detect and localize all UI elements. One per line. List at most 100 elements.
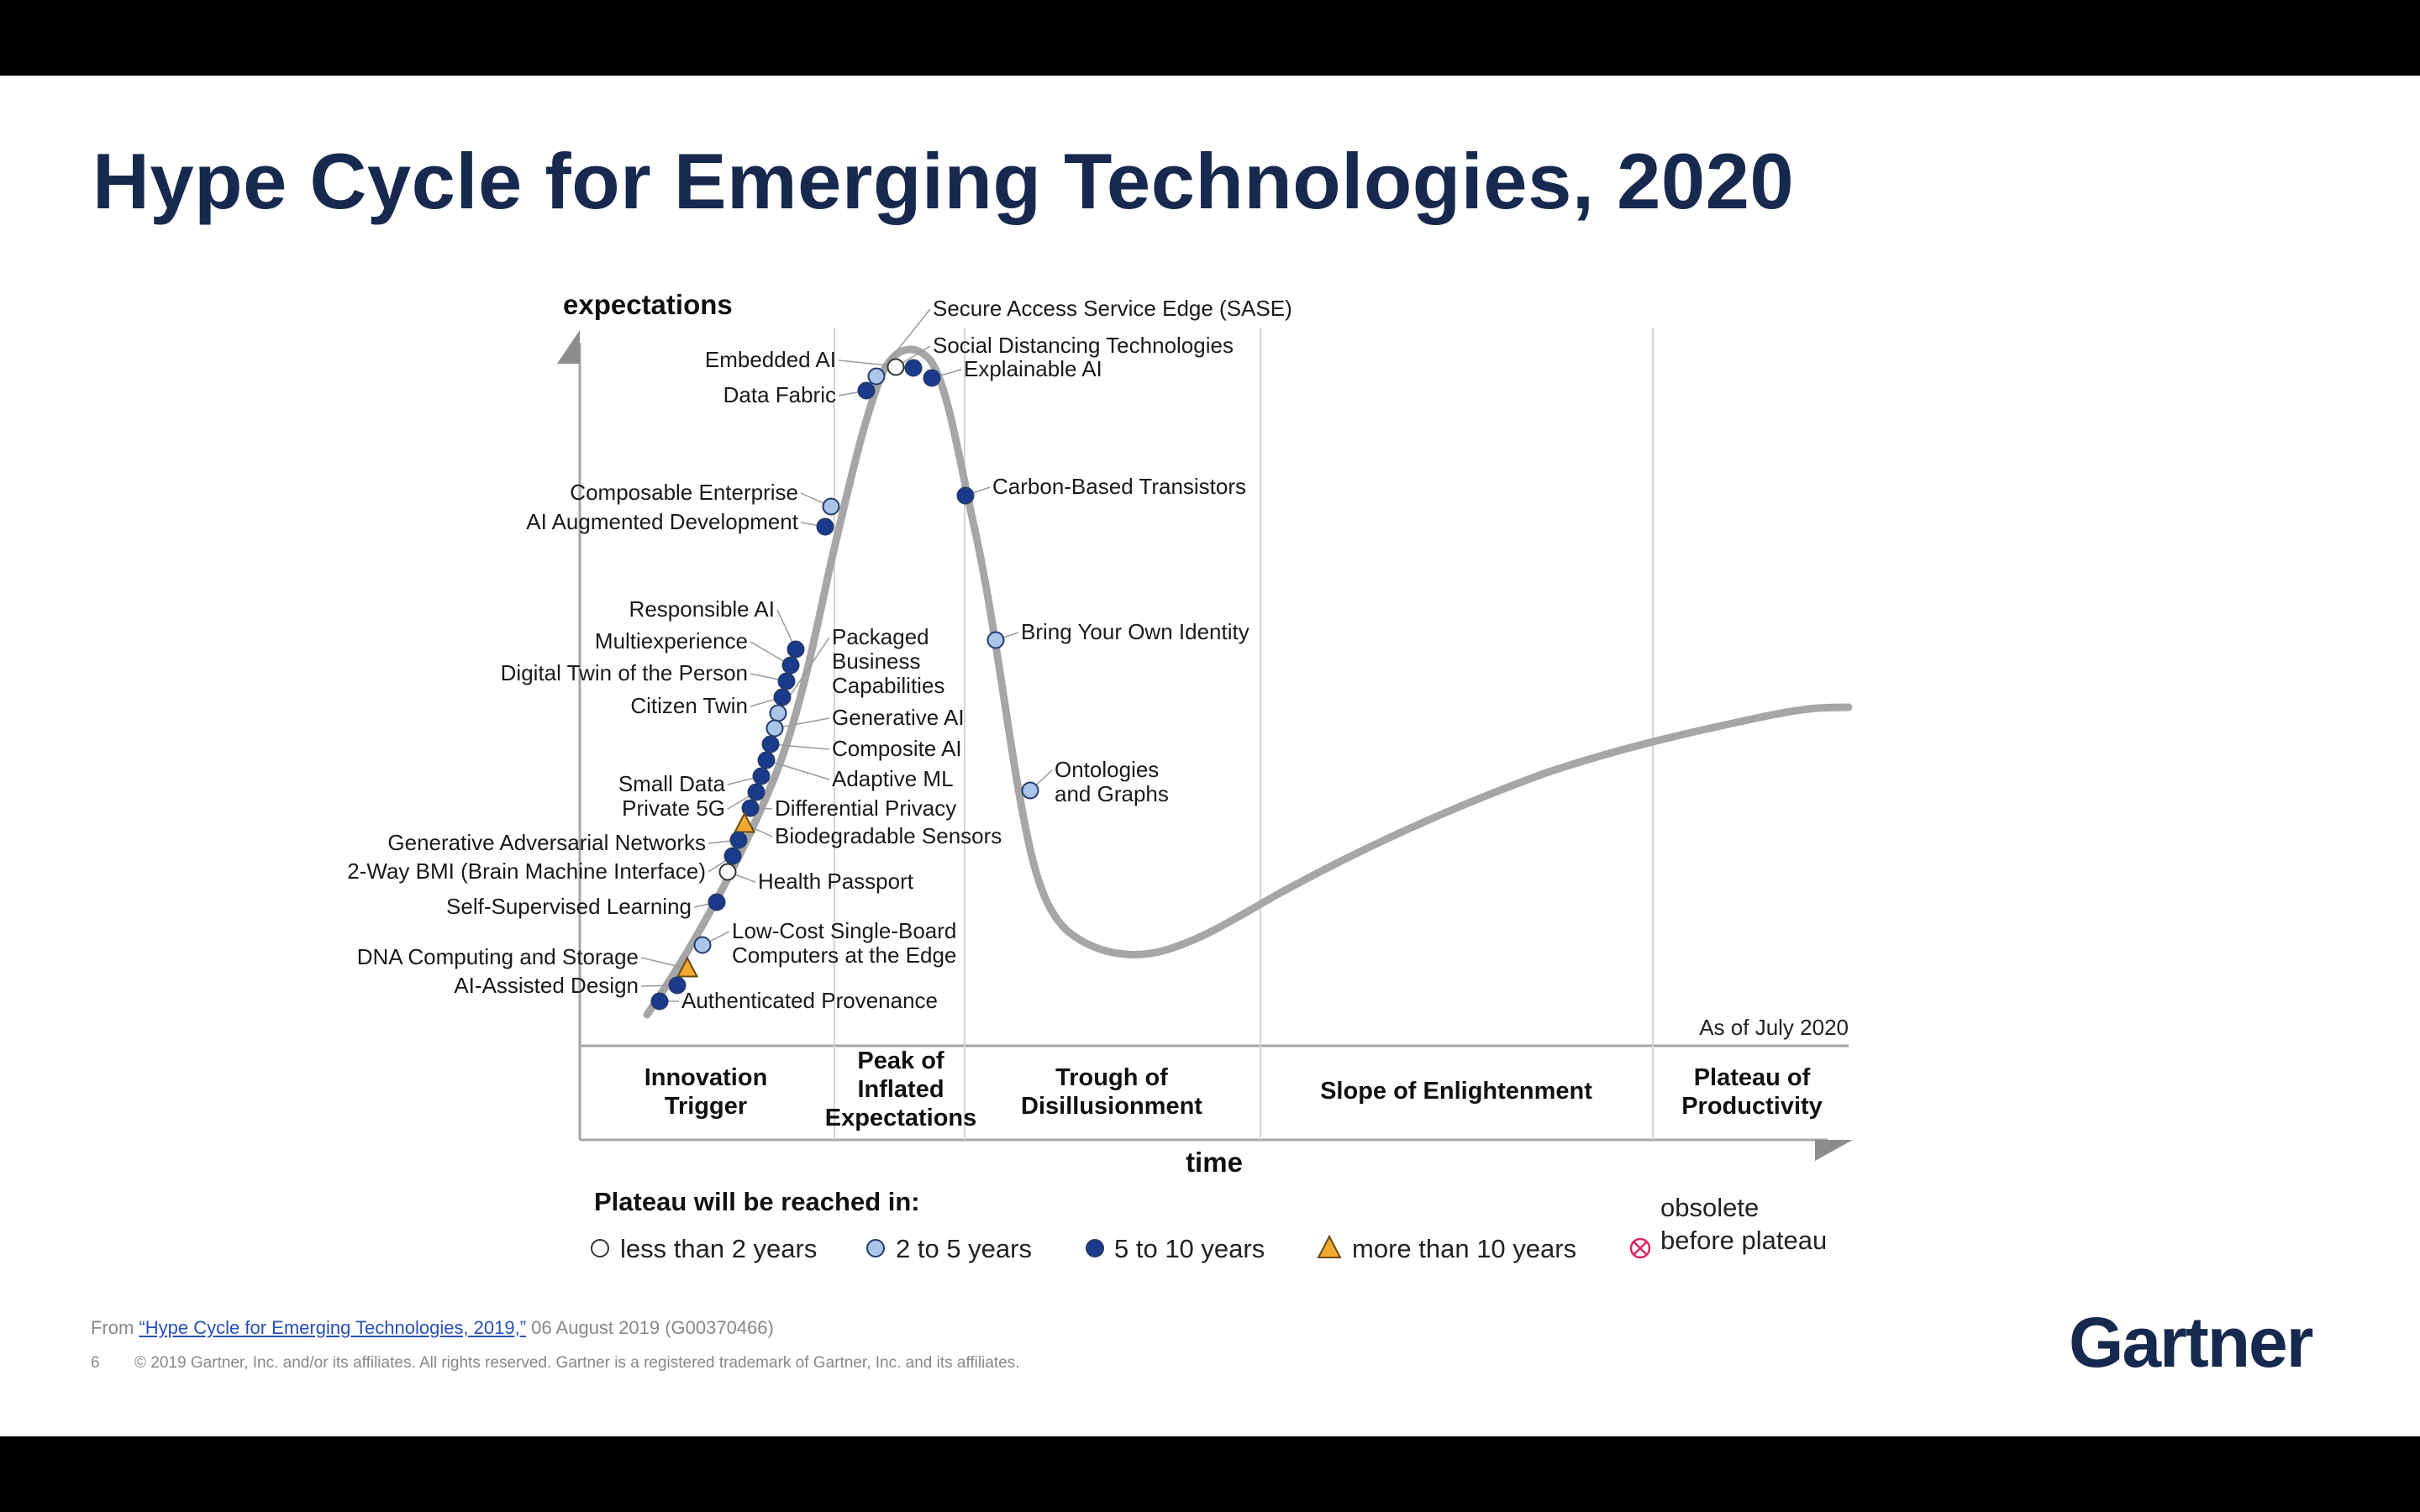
label-social-distancing-technologies: Social Distancing Technologies bbox=[933, 333, 1234, 358]
label-self-supervised-learning: Self-Supervised Learning bbox=[446, 894, 692, 919]
y-axis-label: expectations bbox=[563, 289, 733, 320]
y-axis-arrow bbox=[557, 330, 580, 364]
marker-differential-privacy bbox=[741, 799, 760, 817]
page-number: 6 bbox=[91, 1354, 100, 1372]
legend-2to5-marker bbox=[866, 1239, 885, 1257]
x-axis-label: time bbox=[1186, 1147, 1243, 1178]
marker-private-5g bbox=[747, 783, 765, 801]
gartner-logo: Gartner bbox=[2069, 1303, 2313, 1382]
label-bring-your-own-identity: Bring Your Own Identity bbox=[1021, 619, 1249, 644]
label-responsible-ai: Responsible AI bbox=[629, 596, 775, 622]
presentation-slide: Hype Cycle for Emerging Technologies, 20… bbox=[0, 76, 2420, 1436]
legend-lt2-marker bbox=[591, 1239, 609, 1257]
marker-adaptive-ml bbox=[757, 751, 776, 769]
marker-secure-access-service-edge-sase bbox=[867, 367, 886, 386]
label-health-passport: Health Passport bbox=[758, 869, 914, 894]
label-differential-privacy: Differential Privacy bbox=[775, 795, 956, 821]
legend-title: Plateau will be reached in: bbox=[594, 1187, 920, 1216]
label-secure-access-service-edge-sase: Secure Access Service Edge (SASE) bbox=[933, 296, 1292, 321]
label-generative-adversarial-networks: Generative Adversarial Networks bbox=[387, 830, 706, 855]
leader-composite-ai bbox=[770, 743, 830, 750]
label-adaptive-ml: Adaptive ML bbox=[832, 766, 954, 791]
legend-gt10-marker bbox=[1317, 1234, 1342, 1258]
label-small-data: Small Data bbox=[618, 771, 726, 796]
label-composite-ai: Composite AI bbox=[832, 736, 962, 761]
marker-2-way-bmi-brain-machine-interface bbox=[723, 847, 742, 865]
marker-ai-assisted-design bbox=[668, 976, 687, 995]
legend-5to10-marker bbox=[1086, 1239, 1104, 1257]
leader-generative-ai bbox=[774, 717, 830, 729]
legend-gt10-label: more than 10 years bbox=[1352, 1234, 1576, 1263]
hype-curve bbox=[643, 345, 1853, 1019]
label-composable-enterprise: Composable Enterprise bbox=[570, 480, 798, 505]
marker-small-data bbox=[752, 767, 771, 785]
label-packaged-business-capabilities: Packaged Business Capabilities bbox=[832, 624, 944, 698]
chart-legend: Plateau will be reached in: less than 2 y… bbox=[591, 1187, 1827, 1263]
marker-explainable-ai bbox=[923, 369, 941, 387]
marker-packaged-business-capabilities bbox=[769, 704, 787, 722]
x-axis-arrow bbox=[1815, 1140, 1853, 1161]
marker-ontologies-and-graphs bbox=[1021, 781, 1039, 800]
label-ai-assisted-design: AI-Assisted Design bbox=[454, 973, 639, 998]
label-dna-computing-and-storage: DNA Computing and Storage bbox=[357, 944, 639, 969]
technology-markers bbox=[650, 358, 1039, 1011]
copyright-notice: © 2019 Gartner, Inc. and/or its affiliat… bbox=[134, 1354, 1020, 1372]
phase-innovation-trigger: Innovation Trigger bbox=[644, 1064, 768, 1120]
marker-carbon-based-transistors bbox=[956, 486, 975, 505]
bottom-letterbox bbox=[0, 1436, 2420, 1512]
phase-labels: Innovation Trigger Peak of Inflated Expectat… bbox=[644, 1047, 1823, 1131]
label-private-5g: Private 5G bbox=[622, 795, 725, 821]
marker-health-passport bbox=[718, 863, 737, 881]
label-citizen-twin: Citizen Twin bbox=[630, 693, 748, 718]
hype-cycle-chart: expectations time As of July 2020 Secure A… bbox=[347, 289, 1853, 1263]
marker-ai-augmented-development bbox=[816, 517, 834, 536]
source-suffix: 06 August 2019 (G00370466) bbox=[526, 1317, 774, 1338]
label-low-cost-single-board-computers-at-the-edge: Low-Cost Single-Board Computers at the Ed… bbox=[732, 918, 956, 968]
label-data-fabric: Data Fabric bbox=[723, 382, 836, 407]
phase-peak-of-inflated-expectations: Peak of Inflated Expectations bbox=[825, 1047, 977, 1131]
marker-bring-your-own-identity bbox=[986, 631, 1005, 649]
legend-lt2-label: less than 2 years bbox=[620, 1234, 817, 1263]
label-ai-augmented-development: AI Augmented Development bbox=[526, 509, 799, 534]
marker-social-distancing-technologies bbox=[886, 358, 905, 376]
marker-dna-computing-and-storage bbox=[676, 956, 699, 978]
top-letterbox bbox=[0, 0, 2420, 76]
marker-citizen-twin bbox=[773, 688, 792, 706]
marker-low-cost-single-board-computers-at-the-edge bbox=[693, 936, 712, 954]
marker-data-fabric bbox=[857, 381, 876, 400]
slide-title: Hype Cycle for Emerging Technologies, 20… bbox=[92, 137, 1795, 225]
as-of-date: As of July 2020 bbox=[1699, 1015, 1849, 1040]
marker-composable-enterprise bbox=[822, 497, 840, 516]
marker-responsible-ai bbox=[786, 640, 805, 659]
label-generative-ai: Generative AI bbox=[832, 705, 965, 730]
source-report-link[interactable]: “Hype Cycle for Emerging Technologies, 2… bbox=[139, 1317, 527, 1338]
marker-self-supervised-learning bbox=[708, 893, 726, 911]
phase-trough-of-disillusionment: Trough of Disillusionment bbox=[1021, 1064, 1202, 1120]
chart-axes: expectations time As of July 2020 bbox=[557, 289, 1853, 1178]
label-2-way-bmi-brain-machine-interface: 2-Way BMI (Brain Machine Interface) bbox=[347, 858, 706, 884]
marker-digital-twin-of-the-person bbox=[777, 672, 796, 690]
marker-multiexperience bbox=[781, 656, 800, 675]
marker-composite-ai bbox=[761, 735, 780, 753]
label-ontologies-and-graphs: Ontologies and Graphs bbox=[1055, 757, 1169, 806]
label-embedded-ai: Embedded AI bbox=[705, 347, 836, 372]
legend-obsolete-marker bbox=[1629, 1237, 1651, 1259]
label-authenticated-provenance: Authenticated Provenance bbox=[681, 988, 938, 1013]
technology-labels: Secure Access Service Edge (SASE) Social … bbox=[347, 296, 1292, 1013]
label-digital-twin-of-the-person: Digital Twin of the Person bbox=[501, 660, 748, 685]
legend-obsolete-marker-cross-b bbox=[1633, 1241, 1648, 1256]
label-explainable-ai: Explainable AI bbox=[964, 356, 1102, 381]
marker-generative-ai bbox=[765, 719, 784, 738]
label-multiexperience: Multiexperience bbox=[595, 628, 748, 654]
phase-plateau-of-productivity: Plateau of Productivity bbox=[1681, 1064, 1823, 1120]
marker-embedded-ai bbox=[904, 359, 923, 377]
source-prefix: From bbox=[91, 1317, 139, 1338]
marker-authenticated-provenance bbox=[650, 992, 669, 1011]
source-citation: From “Hype Cycle for Emerging Technologi… bbox=[91, 1317, 774, 1339]
legend-obsolete-label: obsolete before plateau bbox=[1660, 1193, 1827, 1255]
hype-curve-layer bbox=[643, 345, 1853, 1019]
marker-biodegradable-sensors bbox=[733, 811, 756, 833]
legend-5to10-label: 5 to 10 years bbox=[1114, 1234, 1265, 1263]
phase-slope-of-enlightenment: Slope of Enlightenment bbox=[1320, 1078, 1592, 1105]
